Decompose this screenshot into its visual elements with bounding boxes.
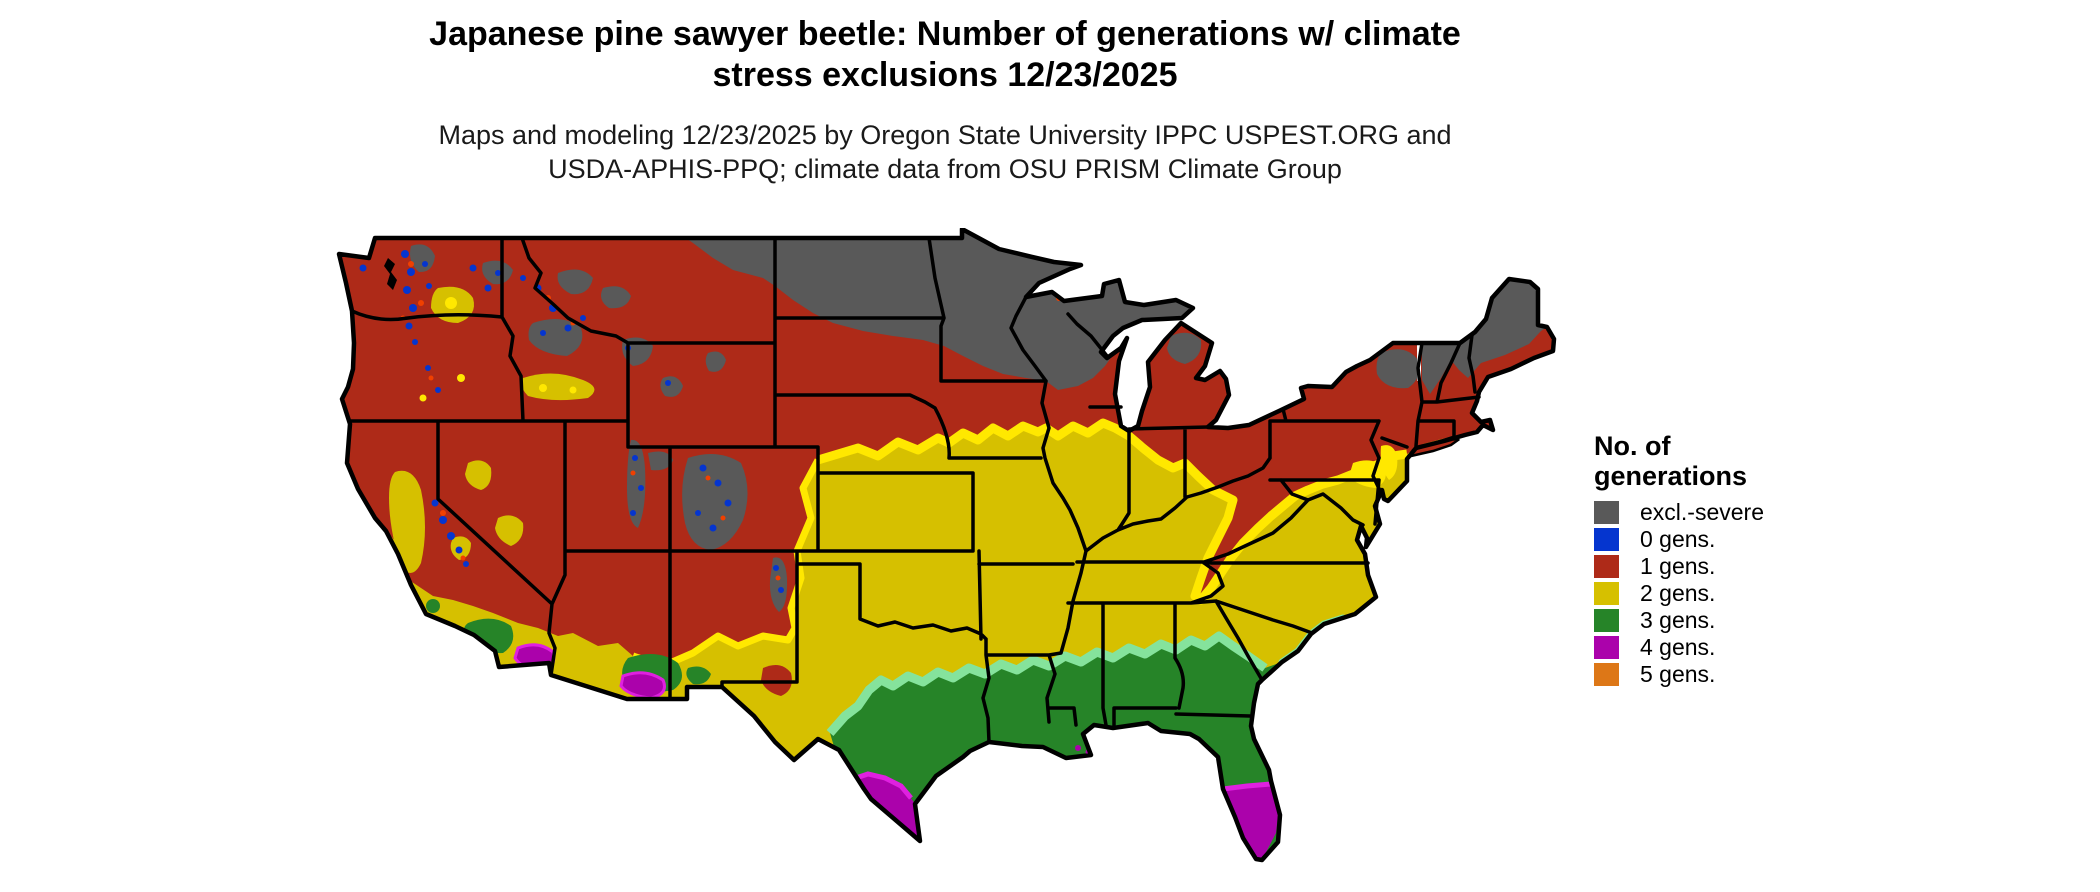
legend-item-0-gens: 0 gens.	[1594, 526, 1894, 553]
orange-5gens-keys	[1231, 864, 1274, 880]
legend-item-excl-severe: excl.-severe	[1594, 499, 1894, 526]
band-1gen-west	[339, 229, 818, 666]
legend-label-4-gens: 4 gens.	[1640, 634, 1716, 660]
legend-swatch-0-gens	[1594, 528, 1619, 551]
map-title: Japanese pine sawyer beetle: Number of g…	[0, 14, 1890, 96]
gray-michigan-north	[1167, 332, 1202, 364]
us-outline	[336, 226, 1557, 863]
legend-item-1-gens: 1 gens.	[1594, 553, 1894, 580]
fringe-magenta-florida	[1222, 781, 1272, 792]
legend-label-1-gens: 1 gens.	[1640, 553, 1716, 579]
legend-item-4-gens: 4 gens.	[1594, 634, 1894, 661]
map-subtitle-line1: Maps and modeling 12/23/2025 by Oregon S…	[438, 120, 1452, 150]
fringe-pale-green	[826, 631, 1268, 736]
legend-item-2-gens: 2 gens.	[1594, 580, 1894, 607]
legend-label-2-gens: 2 gens.	[1640, 580, 1716, 606]
blue-0gens-speckles	[359, 250, 784, 593]
map-subtitle: Maps and modeling 12/23/2025 by Oregon S…	[0, 118, 1890, 186]
legend-swatch-excl-severe	[1594, 501, 1619, 524]
us-generations-map	[333, 226, 1557, 880]
legend-title-line2: generations	[1594, 461, 1748, 491]
legend-item-3-gens: 3 gens.	[1594, 607, 1894, 634]
gray-new-england	[1422, 279, 1547, 394]
gray-adirondacks	[1376, 349, 1420, 389]
yellow-speckles	[419, 297, 577, 402]
puget-sound	[384, 258, 397, 290]
fringe-magenta-texas	[849, 771, 913, 800]
legend-swatch-1-gens	[1594, 555, 1619, 578]
map-subtitle-line2: USDA-APHIS-PPQ; climate data from OSU PR…	[548, 154, 1342, 184]
map-title-line1: Japanese pine sawyer beetle: Number of g…	[429, 15, 1461, 53]
us-map-svg	[336, 226, 1557, 880]
legend-swatch-4-gens	[1594, 636, 1619, 659]
legend-swatch-3-gens	[1594, 609, 1619, 632]
magenta-arizona	[619, 671, 666, 700]
yellow-patch-se-pa-nj	[1349, 445, 1398, 488]
magenta-south-florida	[1223, 784, 1278, 860]
state-borders	[348, 236, 1481, 744]
legend-label-5-gens: 5 gens.	[1640, 661, 1716, 687]
legend-swatch-2-gens	[1594, 582, 1619, 605]
legend: No. of generations excl.-severe 0 gens. …	[1594, 431, 1894, 688]
band-3gens-south	[830, 636, 1282, 860]
map-fill-layers	[339, 229, 1554, 880]
legend-label-3-gens: 3 gens.	[1640, 607, 1716, 633]
legend-item-5-gens: 5 gens.	[1594, 661, 1894, 688]
fringe-bright-yellow-west	[631, 458, 822, 670]
legend-items: excl.-severe 0 gens. 1 gens. 2 gens. 3 g…	[1594, 499, 1894, 688]
legend-label-excl-severe: excl.-severe	[1640, 499, 1764, 525]
map-title-line2: stress exclusions 12/23/2025	[712, 56, 1178, 94]
legend-title-line1: No. of	[1594, 431, 1671, 461]
fringe-bright-yellow	[816, 418, 1408, 605]
legend-label-0-gens: 0 gens.	[1640, 526, 1716, 552]
legend-swatch-5-gens	[1594, 663, 1619, 686]
